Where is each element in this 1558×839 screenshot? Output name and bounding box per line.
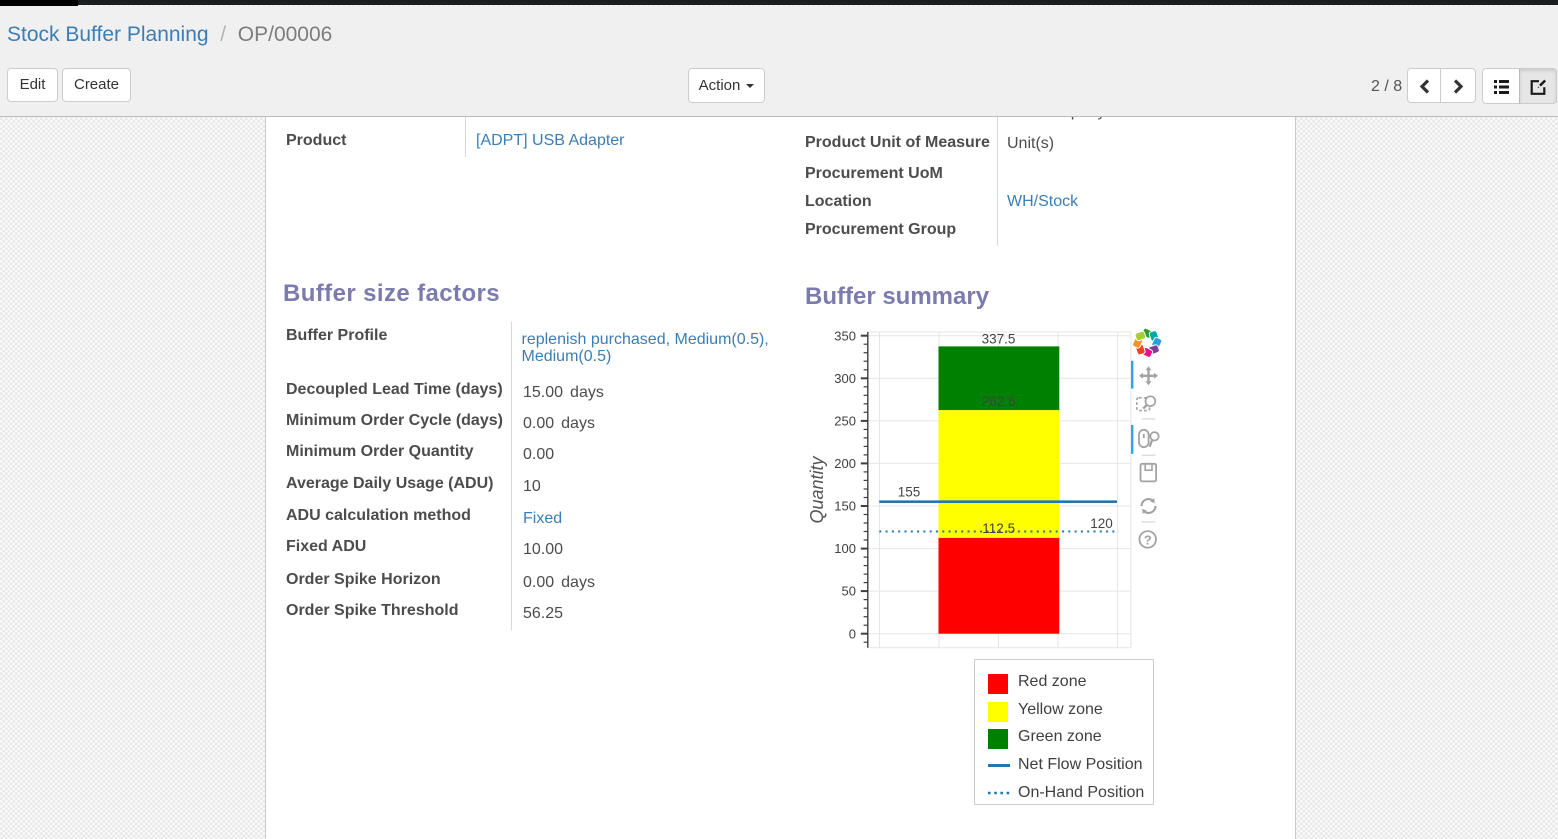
svg-text:262.5: 262.5 [982,394,1016,409]
svg-text:0: 0 [849,626,856,641]
svg-text:120: 120 [1090,516,1113,531]
svg-text:337.5: 337.5 [982,332,1016,347]
svg-text:100: 100 [834,541,856,556]
svg-text:250: 250 [834,414,856,429]
svg-text:50: 50 [842,584,856,599]
svg-text:350: 350 [834,328,856,343]
svg-text:Quantity: Quantity [807,455,827,523]
svg-text:150: 150 [834,499,856,514]
svg-text:?: ? [1144,532,1152,547]
svg-text:112.5: 112.5 [982,521,1015,536]
svg-text:300: 300 [834,371,856,386]
svg-text:155: 155 [898,485,921,500]
svg-text:200: 200 [834,456,856,471]
